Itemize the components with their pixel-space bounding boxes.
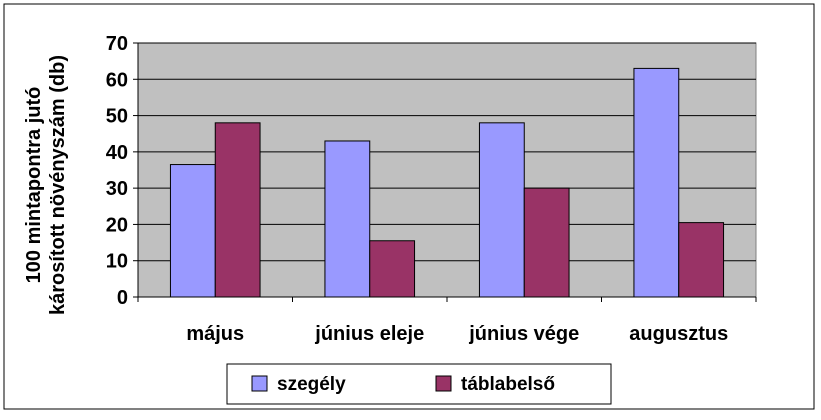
legend-box bbox=[226, 363, 612, 405]
bar-szegely-1 bbox=[324, 140, 371, 298]
bar-tablabelso-3 bbox=[678, 222, 725, 298]
bar-tablabelso-2 bbox=[523, 187, 570, 298]
y-tick-labels: 0 10 20 30 40 50 60 70 bbox=[106, 33, 128, 309]
legend-label-tablabelso: táblabelső bbox=[461, 374, 555, 395]
y-tick-label: 60 bbox=[106, 69, 128, 91]
y-axis-label-line-1: 100 mintapontra jutó bbox=[23, 87, 45, 284]
x-tick-label: június eleje bbox=[314, 323, 424, 345]
y-tick-label: 50 bbox=[106, 106, 128, 128]
y-tick-label: 0 bbox=[117, 287, 128, 309]
x-tick-label: június vége bbox=[468, 323, 579, 345]
bars bbox=[169, 67, 725, 298]
legend-swatch-szegely bbox=[251, 375, 268, 392]
legend-label-szegely: szegély bbox=[277, 374, 346, 395]
y-tick-label: 30 bbox=[106, 178, 128, 200]
y-tick-label: 40 bbox=[106, 142, 128, 164]
bar-szegely-2 bbox=[478, 122, 525, 298]
legend: szegély táblabelső bbox=[226, 363, 612, 405]
bar-szegely-0 bbox=[169, 164, 216, 298]
legend-swatch-tablabelso bbox=[435, 375, 452, 392]
x-tick-label: május bbox=[186, 323, 244, 345]
y-axis-label-line-2: károsított növényszám (db) bbox=[47, 55, 69, 315]
x-tick-labels: május június eleje június vége augusztus bbox=[186, 323, 728, 345]
y-tick-label: 10 bbox=[106, 251, 128, 273]
y-tick-label: 70 bbox=[106, 33, 128, 55]
bar-tablabelso-0 bbox=[214, 122, 261, 298]
axes bbox=[133, 42, 757, 302]
bar-szegely-3 bbox=[633, 67, 680, 298]
y-tick-label: 20 bbox=[106, 214, 128, 236]
x-tick-label: augusztus bbox=[629, 323, 728, 345]
bar-tablabelso-1 bbox=[369, 240, 416, 298]
